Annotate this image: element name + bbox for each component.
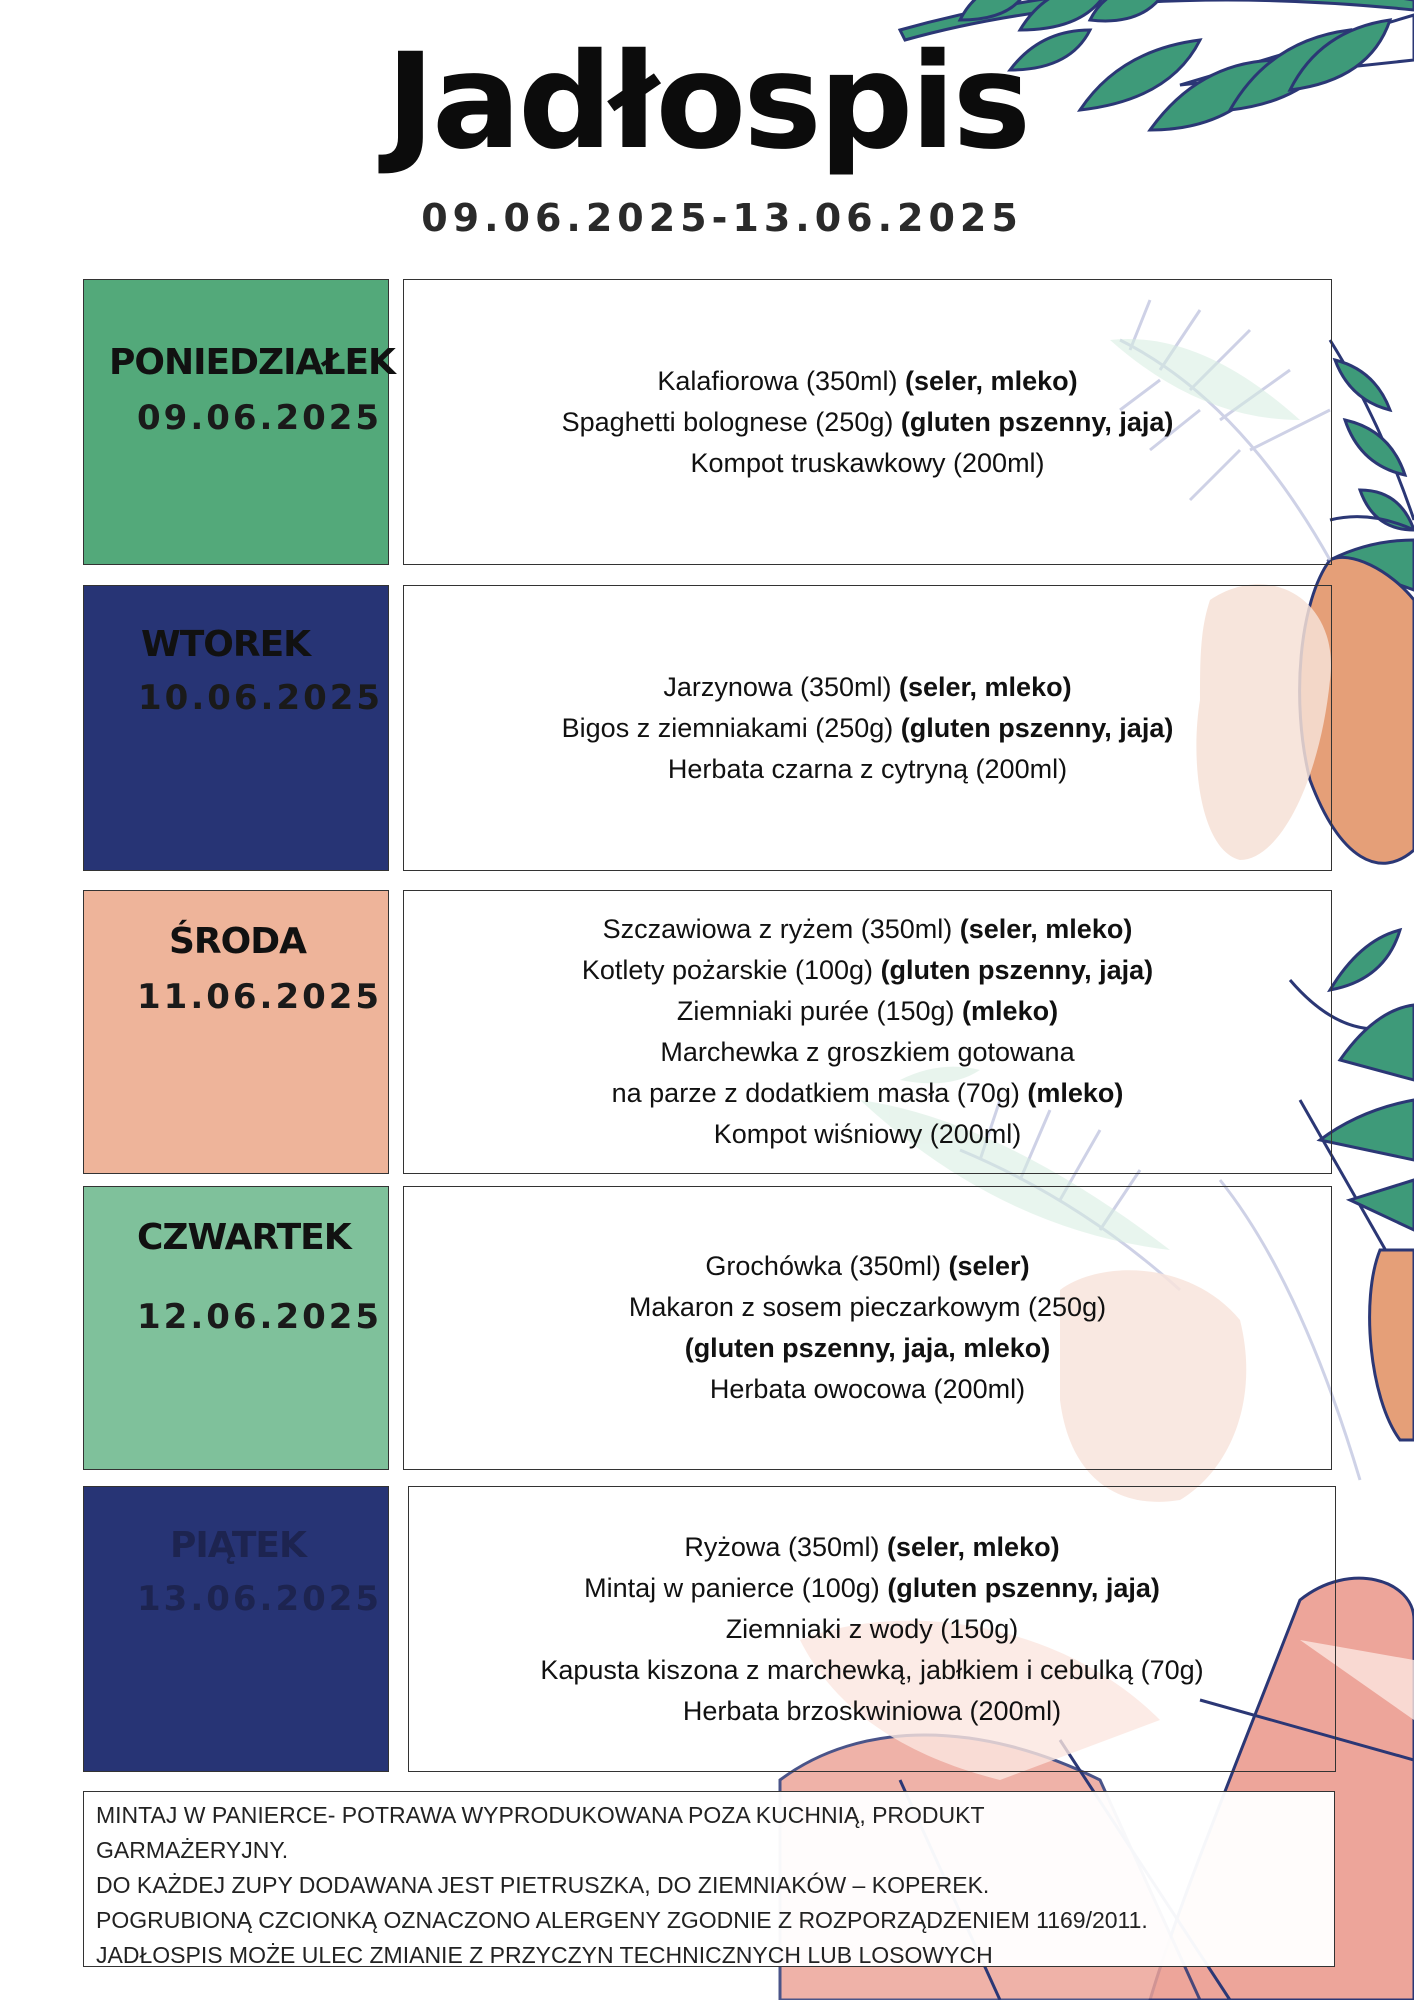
pale-pink-leaf-icon — [1060, 1270, 1247, 1502]
day-date: 11.06.2025 — [137, 977, 383, 1017]
menu-box-thursday: Grochówka (350ml) (seler) Makaron z sose… — [403, 1186, 1332, 1470]
menu-line: Ryżowa (350ml) (seler, mleko) — [684, 1531, 1060, 1562]
menu-line: Herbata brzoskwiniowa (200ml) — [682, 1695, 1062, 1726]
day-name: ŚRODA — [169, 921, 307, 962]
menu-line: na parze z dodatkiem masła (70g) (mleko) — [611, 1078, 1124, 1108]
note-line: MINTAJ W PANIERCE- POTRAWA WYPRODUKOWANA… — [96, 1802, 985, 1828]
faint-pink-leaf-icon — [800, 1620, 1414, 1780]
menu-line: Grochówka (350ml) (seler) — [705, 1251, 1030, 1281]
menu-line: Kotlety pożarskie (100g) (gluten pszenny… — [581, 955, 1154, 985]
note-line: POGRUBIONĄ CZCIONKĄ OZNACZONO ALERGENY Z… — [96, 1907, 1148, 1933]
menu-line: Marchewka z groszkiem gotowana — [660, 1037, 1075, 1067]
menu-line: Herbata owocowa (200ml) — [709, 1374, 1026, 1404]
menu-line: Spaghetti bolognese (250g) (gluten pszen… — [561, 406, 1174, 437]
menu-line: Makaron z sosem pieczarkowym (250g) — [628, 1292, 1107, 1322]
menu-line: Kapusta kiszona z marchewką, jabłkiem i … — [540, 1654, 1204, 1685]
day-box-wednesday: ŚRODA 11.06.2025 — [83, 890, 389, 1174]
orange-leaf-icon — [1196, 555, 1414, 1442]
menu-line: Kompot wiśniowy (200ml) — [713, 1119, 1022, 1149]
day-box-monday: PONIEDZIAŁEK 09.06.2025 — [83, 279, 396, 565]
page-title: Jadłospis — [385, 25, 1031, 179]
menu-box-wednesday: Szczawiowa z ryżem (350ml) (seler, mleko… — [403, 890, 1332, 1174]
menu-line: Herbata czarna z cytryną (200ml) — [667, 753, 1068, 784]
pale-green-leaf-icon — [860, 339, 1300, 1250]
menu-line: Szczawiowa z ryżem (350ml) (seler, mleko… — [602, 914, 1133, 944]
menu-line: Bigos z ziemniakami (250g) (gluten pszen… — [561, 712, 1174, 743]
palm-leaf-top-icon — [897, 0, 1414, 132]
day-name: WTOREK — [141, 624, 311, 665]
menu-box-monday: Kalafiorowa (350ml) (seler, mleko) Spagh… — [403, 279, 1332, 565]
day-name: PIĄTEK — [170, 1525, 307, 1566]
day-box-thursday: CZWARTEK 12.06.2025 — [83, 1186, 389, 1470]
day-box-friday: PIĄTEK 13.06.2025 — [83, 1486, 389, 1772]
note-line: DO KAŻDEJ ZUPY DODAWANA JEST PIETRUSZKA,… — [96, 1872, 990, 1898]
menu-line: Kompot truskawkowy (200ml) — [690, 447, 1045, 478]
day-date: 09.06.2025 — [137, 398, 383, 438]
day-date: 12.06.2025 — [137, 1297, 383, 1337]
day-box-tuesday: WTOREK 10.06.2025 — [83, 585, 389, 871]
menu-line: Ziemniaki purée (150g) (mleko) — [676, 996, 1059, 1026]
menu-line: (gluten pszenny, jaja, mleko) — [684, 1333, 1051, 1363]
menu-line: Mintaj w panierce (100g) (gluten pszenny… — [584, 1572, 1160, 1603]
menu-box-friday: Ryżowa (350ml) (seler, mleko) Mintaj w p… — [408, 1486, 1336, 1772]
notes-box: MINTAJ W PANIERCE- POTRAWA WYPRODUKOWANA… — [83, 1791, 1335, 1968]
day-date: 13.06.2025 — [137, 1579, 383, 1619]
menu-line: Kalafiorowa (350ml) (seler, mleko) — [657, 365, 1078, 396]
menu-line: Ziemniaki z wody (150g) — [725, 1613, 1019, 1644]
menu-box-tuesday: Jarzynowa (350ml) (seler, mleko) Bigos z… — [403, 585, 1332, 871]
day-name: PONIEDZIAŁEK — [109, 342, 396, 383]
date-range: 09.06.2025-13.06.2025 — [421, 196, 1023, 240]
day-name: CZWARTEK — [137, 1217, 352, 1258]
day-date: 10.06.2025 — [138, 678, 384, 718]
menu-line: Jarzynowa (350ml) (seler, mleko) — [663, 671, 1072, 702]
note-line: JADŁOSPIS MOŻE ULEC ZMIANIE Z PRZYCZYN T… — [96, 1942, 993, 1968]
note-line: GARMAŻERYJNY. — [96, 1837, 289, 1863]
